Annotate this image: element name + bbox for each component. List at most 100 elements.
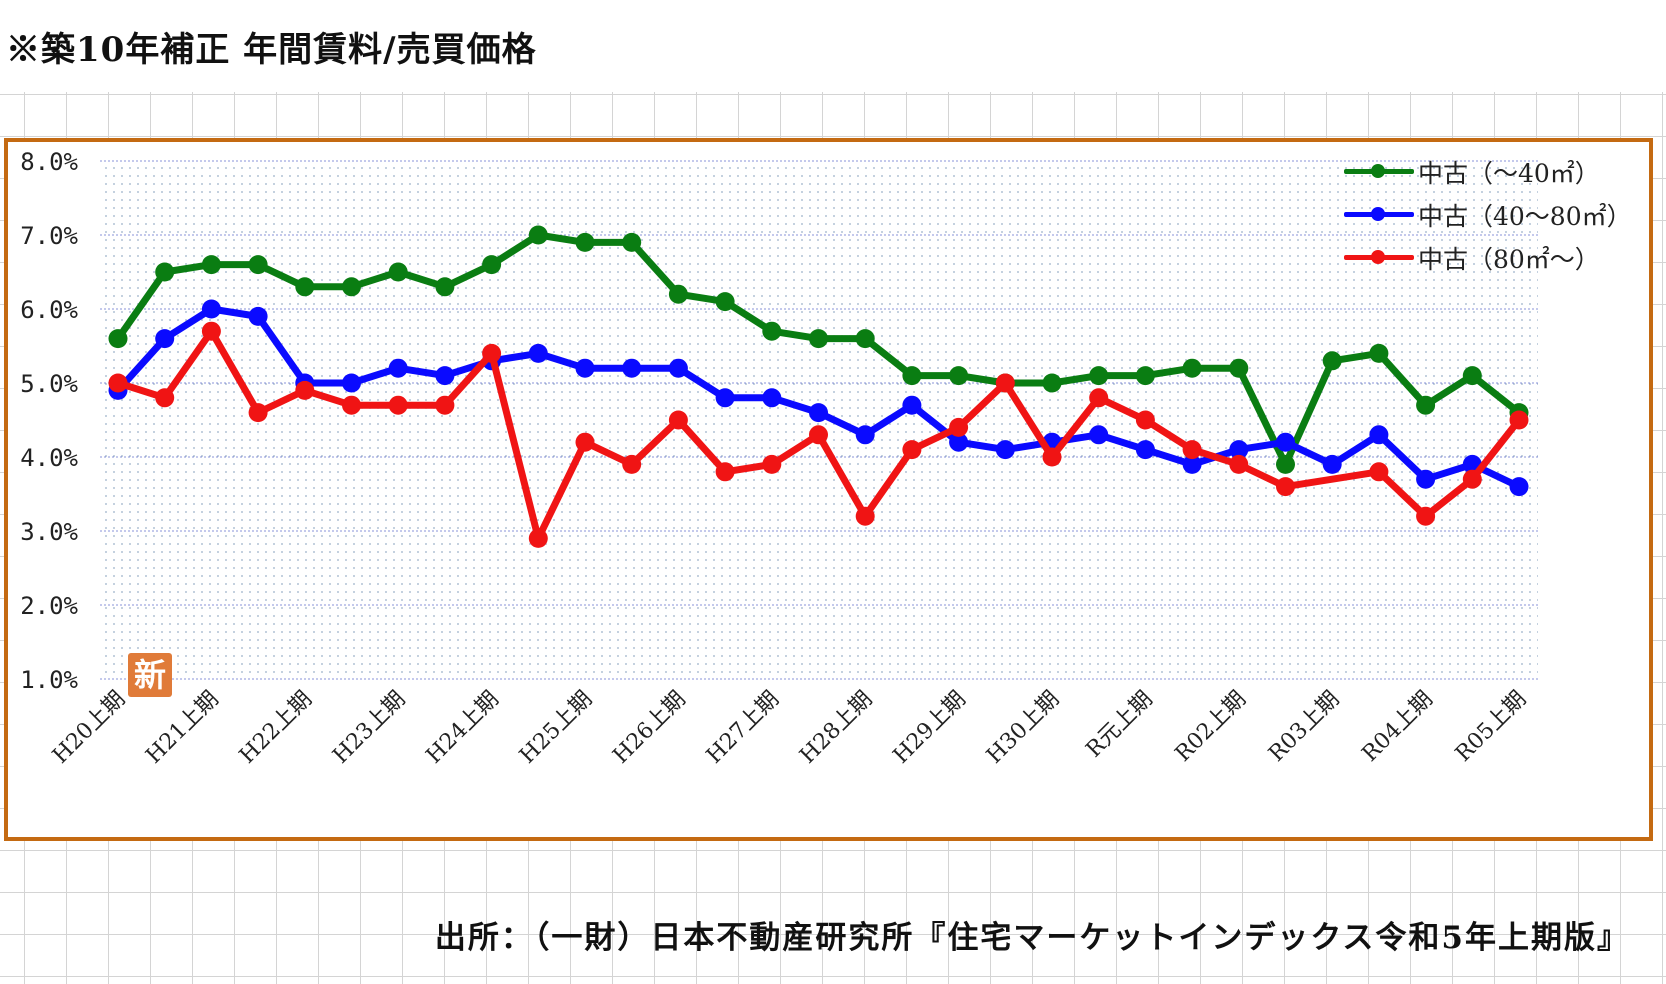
page-title: ※築10年補正 年間賃料/売買価格 xyxy=(6,30,537,70)
data-point xyxy=(435,395,455,415)
legend-label-small: 中古（～40㎡） xyxy=(1418,159,1600,188)
new-badge: 新 xyxy=(128,653,172,697)
x-tick-label: H27上期 xyxy=(702,687,784,769)
data-point xyxy=(1089,366,1109,386)
data-point xyxy=(248,306,268,326)
data-point xyxy=(482,343,502,363)
legend-swatch-green xyxy=(1344,162,1414,180)
data-point xyxy=(1182,358,1202,378)
data-point xyxy=(1416,469,1436,489)
line-chart: 1.0%2.0%3.0%4.0%5.0%6.0%7.0%8.0% H20上期 H2… xyxy=(20,148,1538,769)
x-tick-label: H24上期 xyxy=(422,687,504,769)
data-point xyxy=(762,321,782,341)
data-point xyxy=(155,388,175,408)
data-point xyxy=(435,366,455,386)
data-point xyxy=(902,395,922,415)
data-point xyxy=(1042,373,1062,393)
data-point xyxy=(1322,351,1342,371)
data-point xyxy=(1089,388,1109,408)
x-tick-label: H20上期 xyxy=(48,687,130,769)
y-tick-label: 2.0% xyxy=(20,592,78,620)
chart-frame: 1.0% 2.0% 3.0% 4.0% 5.0% 6.0% 7.0% 8.0% H20上期 H2… xyxy=(4,138,1653,841)
data-point xyxy=(668,410,688,430)
data-point xyxy=(1416,506,1436,526)
data-point xyxy=(248,255,268,275)
legend-item-large: 中古（80㎡～） xyxy=(1344,240,1634,283)
x-tick-label: R03上期 xyxy=(1264,687,1344,767)
x-tick-label: H22上期 xyxy=(235,687,317,769)
data-point xyxy=(949,366,969,386)
data-point xyxy=(482,255,502,275)
data-point xyxy=(1089,425,1109,445)
data-point xyxy=(528,225,548,245)
data-point xyxy=(342,277,361,297)
data-point xyxy=(1322,454,1342,474)
data-point xyxy=(295,277,315,297)
data-point xyxy=(1229,358,1249,378)
data-point xyxy=(1369,462,1389,482)
data-point xyxy=(108,373,128,393)
data-point xyxy=(575,232,595,252)
data-point xyxy=(435,277,455,297)
y-tick-label: 3.0% xyxy=(20,518,78,546)
legend-item-small: 中古（～40㎡） xyxy=(1344,154,1634,197)
x-tick-label: R元上期 xyxy=(1082,687,1158,763)
y-tick-label: 1.0% xyxy=(20,666,78,694)
data-point xyxy=(1416,395,1436,415)
data-point xyxy=(1182,454,1202,474)
data-point xyxy=(1462,469,1482,489)
legend-label-medium: 中古（40～80㎡） xyxy=(1418,202,1632,231)
data-point xyxy=(1369,343,1389,363)
y-tick-label: 4.0% xyxy=(20,444,78,472)
y-tick-label: 8.0% xyxy=(20,148,78,176)
x-tick-label: H25上期 xyxy=(515,687,597,769)
data-point xyxy=(388,358,408,378)
x-tick-label: H26上期 xyxy=(608,687,690,769)
series-2 xyxy=(108,321,1529,548)
title-band xyxy=(0,0,1666,92)
data-point xyxy=(809,329,828,349)
data-point xyxy=(155,329,175,349)
data-point xyxy=(1042,447,1062,467)
data-point xyxy=(1462,366,1482,386)
data-point xyxy=(1509,477,1529,497)
data-point xyxy=(762,454,782,474)
x-tick-label: H21上期 xyxy=(141,687,223,769)
data-point xyxy=(201,321,221,341)
data-point xyxy=(342,373,361,393)
data-point xyxy=(715,292,735,312)
y-axis-ticks: 1.0% 2.0% 3.0% 4.0% 5.0% 6.0% 7.0% 8.0% xyxy=(20,148,78,694)
data-point xyxy=(855,329,875,349)
data-point xyxy=(1509,410,1529,430)
data-point xyxy=(902,366,922,386)
x-tick-label: R05上期 xyxy=(1451,687,1531,767)
data-point xyxy=(995,373,1015,393)
legend-swatch-red xyxy=(1344,248,1414,266)
data-point xyxy=(668,358,688,378)
data-point xyxy=(388,395,408,415)
data-point xyxy=(575,358,595,378)
data-point xyxy=(528,528,548,548)
data-point xyxy=(155,262,175,282)
data-point xyxy=(902,440,922,460)
x-tick-label: R02上期 xyxy=(1171,687,1251,767)
data-point xyxy=(995,440,1015,460)
x-tick-label: H23上期 xyxy=(328,687,410,769)
data-point xyxy=(855,425,875,445)
data-point xyxy=(1135,440,1155,460)
x-axis-ticks: H20上期 H21上期 H22上期 H23上期 H24上期 H25上期 H26上期 H27上期… xyxy=(48,687,1531,769)
x-tick-label: H30上期 xyxy=(982,687,1064,769)
data-point xyxy=(949,417,969,437)
data-point xyxy=(342,395,361,415)
data-point xyxy=(201,299,221,319)
legend-item-medium: 中古（40～80㎡） xyxy=(1344,197,1634,240)
data-point xyxy=(575,432,595,452)
y-tick-label: 5.0% xyxy=(20,370,78,398)
series-lines xyxy=(108,225,1529,548)
y-tick-label: 7.0% xyxy=(20,222,78,250)
data-point xyxy=(809,425,828,445)
data-point xyxy=(762,388,782,408)
data-point xyxy=(715,462,735,482)
data-point xyxy=(108,329,128,349)
data-point xyxy=(1135,410,1155,430)
